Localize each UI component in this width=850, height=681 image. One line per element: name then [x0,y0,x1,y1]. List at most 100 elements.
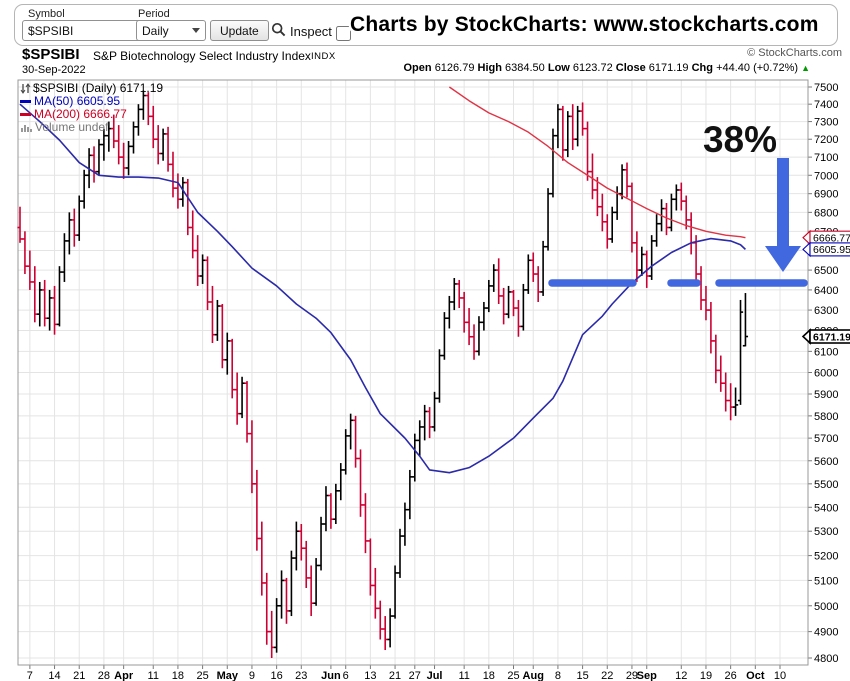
ohlc-bar [234,372,240,425]
period-label: Period [138,8,170,20]
symbol-label: Symbol [28,8,65,20]
ohlc-bar [609,206,615,243]
ohlc-bar [639,246,645,277]
ma200-line [448,86,746,239]
legend-series-value: 6171.19 [119,81,164,95]
ohlc-bar [209,285,216,343]
x-axis-label: 6 [343,670,349,681]
ohlc-bar [649,235,655,280]
ohlc-bar [555,104,561,149]
ohlc-bar [244,381,250,443]
ohlc-bar [116,125,122,165]
ohlc-bar [81,169,87,209]
ohlc-bar [298,523,304,561]
ohlc-bar [328,493,334,529]
ohlc-bar [703,285,709,321]
ohlc-bar [575,105,581,147]
ohlc-bar [229,338,235,399]
magnifier-icon [271,22,286,37]
x-axis-label: 19 [700,670,712,681]
open-label: Open [403,62,432,74]
ohlc-bar [22,231,28,275]
ohlc-bar [372,567,378,619]
ohlc-bar [431,391,438,432]
period-select[interactable]: Daily [136,20,206,41]
ohlc-bar [214,299,220,341]
y-axis-label: 7500 [814,82,838,94]
ohlc-bar [96,139,102,176]
ohlc-bar [239,376,245,419]
ohlc-style-icon [20,83,31,94]
ohlc-bar [461,291,467,333]
ohlc-bar [392,565,398,619]
ohlc-bar [530,252,536,282]
ohlc-bar [352,415,359,468]
y-axis-label: 6800 [814,207,838,219]
ohlc-bar [224,332,230,375]
page-title: Charts by StockCharts: www.stockcharts.c… [350,13,819,36]
x-axis-label: 16 [270,670,282,681]
x-axis-label: 18 [483,670,495,681]
x-axis-label: 22 [601,670,613,681]
ohlc-bar [249,420,255,494]
ohlc-bar [422,404,428,441]
legend-ma50-row: MA(50) 6605.95 [20,95,163,108]
ohlc-bar [501,287,507,325]
ohlc-quote-line: Open 6126.79 High 6384.50 Low 6123.72 Cl… [404,62,811,74]
chart-date: 30-Sep-2022 [22,64,86,76]
plot-border [17,79,809,666]
low-label: Low [547,62,570,74]
ohlc-bar [466,308,472,346]
ohlc-bar [274,598,280,653]
ohlc-bar [190,210,196,259]
ohlc-bar [348,413,354,450]
x-axis-label: 9 [249,670,255,681]
ma200-swatch-icon [20,113,31,116]
x-axis-label: 12 [675,670,687,681]
inspect-label: Inspect [290,24,332,39]
ohlc-bar [441,312,448,360]
inspect-checkbox[interactable] [336,26,351,41]
ohlc-bar [678,182,684,211]
x-axis-label: 21 [389,670,401,681]
legend-volume-value: undef [78,120,109,134]
ohlc-bar [644,250,650,288]
y-axis-label: 5200 [814,551,838,563]
legend-ma50-value: 6605.95 [76,94,121,108]
y-axis-label: 5700 [814,433,838,445]
ma50-line [19,103,746,474]
x-axis-label: 7 [27,670,33,681]
y-axis-label: 5600 [814,456,838,468]
x-axis-label: 11 [148,670,159,681]
symbol-input[interactable] [22,20,156,41]
ohlc-bar [496,258,502,304]
legend-volume-row: Volume undef [20,121,163,134]
close-value: 6171.19 [648,62,689,74]
ohlc-bar [367,538,373,596]
ohlc-bar [170,151,176,198]
ohlc-bar [140,90,146,120]
x-axis-label: 26 [725,670,737,681]
ohlc-bar [185,178,191,236]
ohlc-bar [520,283,526,331]
x-axis-label: Jul [427,670,443,681]
x-axis-label: 25 [507,670,519,681]
ohlc-bar [565,111,571,158]
ohlc-bar [560,105,566,161]
ohlc-bar [688,212,694,255]
ohlc-bar [579,102,586,136]
open-value: 6126.79 [434,62,475,74]
ohlc-bar [713,334,719,384]
ma50-swatch-icon [20,100,31,103]
ohlc-bar [737,299,744,405]
legend-ma200-label: MA(200) [34,107,81,121]
ohlc-bar [589,153,596,200]
update-button[interactable]: Update [210,20,269,41]
y-axis-label: 7400 [814,99,838,111]
period-select-value: Daily [142,23,169,38]
ohlc-bar [199,254,206,284]
x-axis-label: 18 [172,670,184,681]
legend-series-label: $SPSIBI (Daily) [33,81,117,95]
ohlc-bar [456,279,462,309]
legend-ma50-label: MA(50) [34,94,74,108]
